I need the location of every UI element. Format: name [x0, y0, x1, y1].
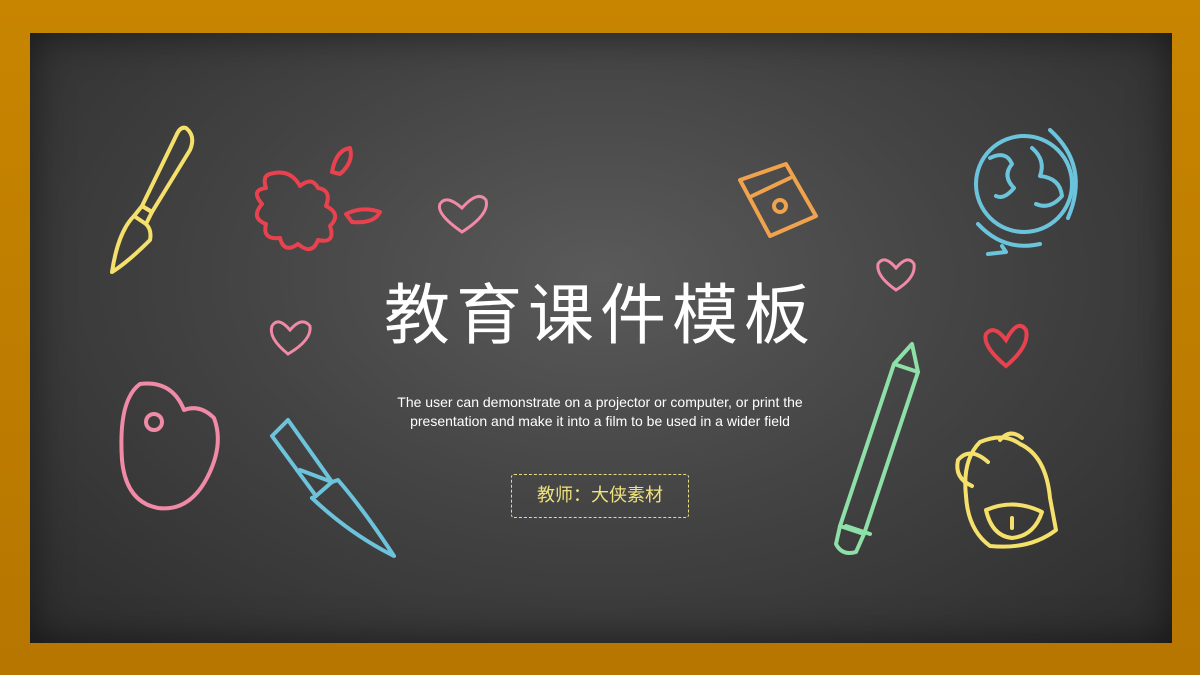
teacher-label: 教师：大侠素材: [511, 474, 689, 518]
pencil-icon: [834, 342, 920, 555]
heart-icon: [437, 194, 488, 234]
subtitle: The user can demonstrate on a projector …: [300, 393, 900, 431]
heart-icon: [876, 258, 916, 292]
backpack-icon: [955, 431, 1058, 549]
page-title: 教育课件模板: [384, 277, 816, 354]
palette-icon: [119, 381, 220, 511]
craft-knife-icon: [270, 418, 396, 558]
paint-splash-icon: [254, 146, 382, 252]
paintbrush-icon: [110, 125, 195, 274]
subtitle-line-2: presentation and make it into a film to …: [410, 413, 790, 429]
heart-icon: [269, 320, 312, 356]
heart-icon: [983, 323, 1029, 369]
subtitle-line-1: The user can demonstrate on a projector …: [397, 394, 803, 410]
globe-icon: [974, 128, 1078, 256]
pencil-sharpener-icon: [738, 162, 818, 238]
